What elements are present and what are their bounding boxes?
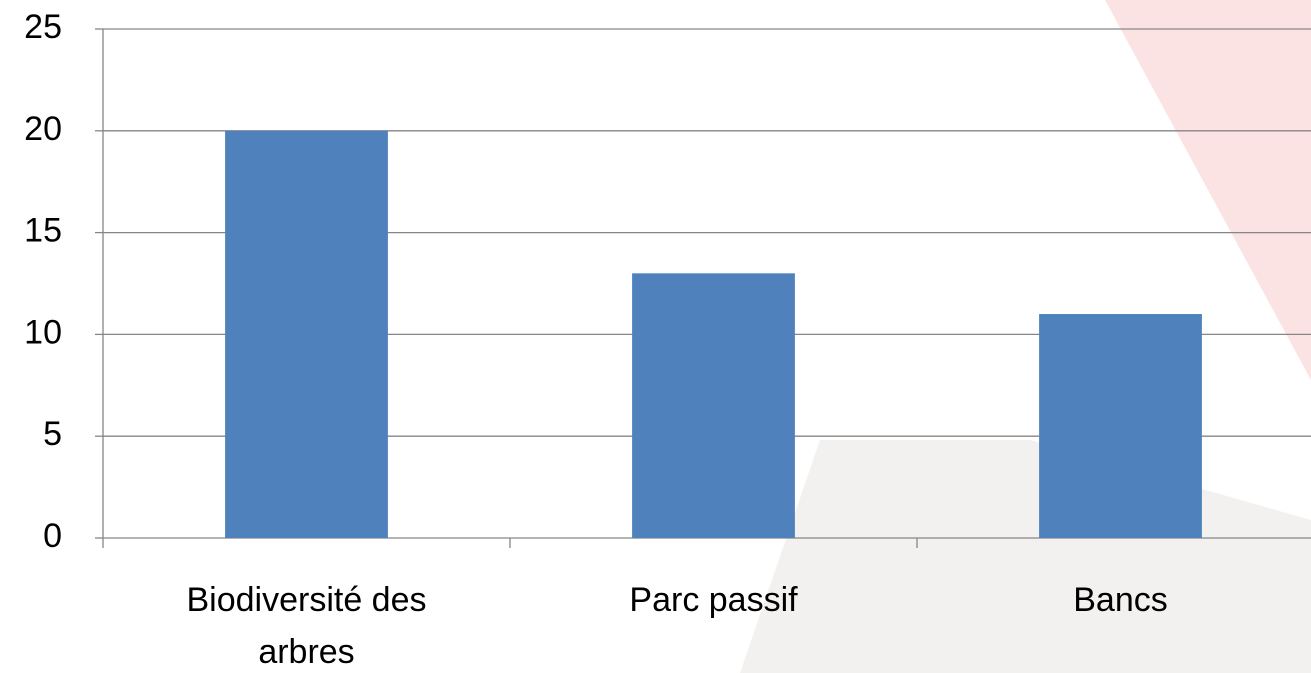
bar [632, 273, 795, 538]
background-decoration [740, 440, 1311, 673]
x-tick-label: Parc passif [544, 574, 884, 626]
x-tick-label: Biodiversité des arbres [137, 574, 477, 673]
x-tick-label: Bancs [951, 574, 1291, 626]
y-tick-label: 10 [24, 313, 62, 351]
bar [225, 131, 388, 538]
y-tick-label: 15 [24, 212, 62, 250]
y-tick-label: 5 [43, 415, 62, 453]
y-tick-label: 25 [24, 8, 62, 46]
y-tick-label: 20 [24, 110, 62, 148]
chart: 0 5 10 15 20 25 [0, 0, 1311, 673]
chart-container: 0 5 10 15 20 25 Biodiversité des arbres Parc p… [0, 0, 1311, 673]
y-tick-label: 0 [43, 517, 62, 555]
bar [1039, 314, 1202, 538]
